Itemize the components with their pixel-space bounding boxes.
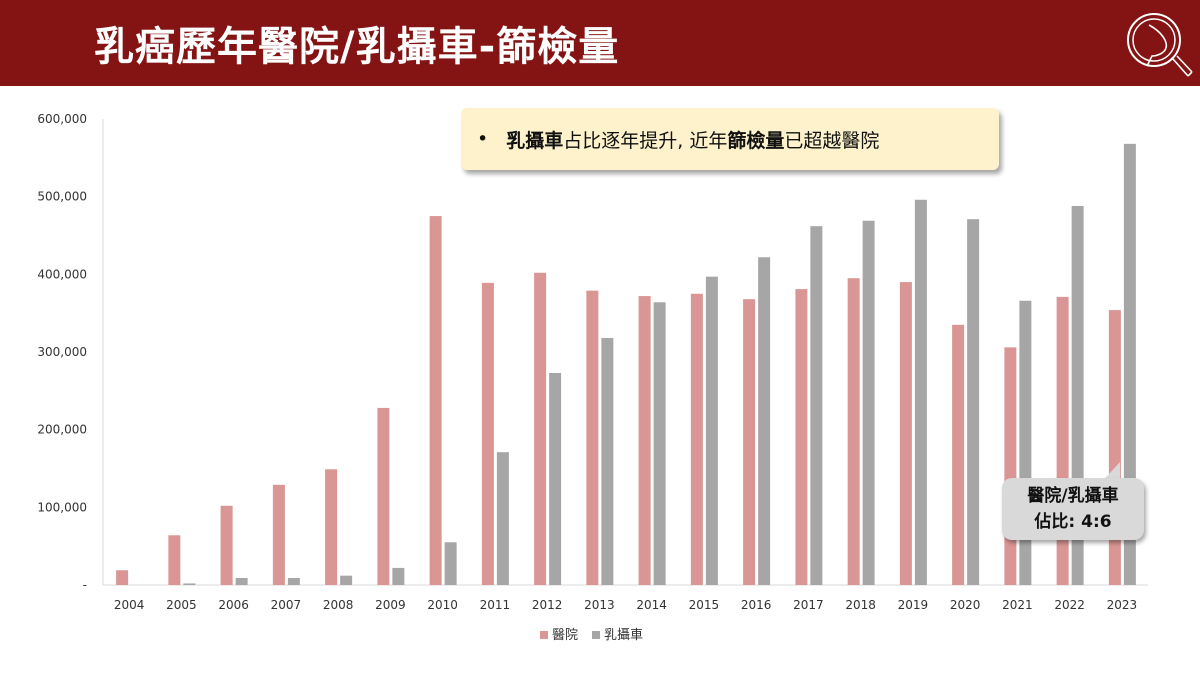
callout-line1: 醫院/乳攝車 — [1027, 486, 1119, 506]
header-bar: 乳癌歷年醫院/乳攝車-篩檢量 — [0, 0, 1200, 86]
x-tick-label: 2017 — [793, 598, 824, 612]
bar-car — [914, 199, 927, 586]
bar-hospital — [481, 282, 494, 585]
bar-car — [183, 583, 196, 585]
bar-hospital — [168, 535, 181, 585]
chart-legend: 醫院 乳攝車 — [540, 624, 643, 643]
bar-car — [810, 226, 823, 585]
bar-car — [601, 338, 614, 585]
x-tick-label: 2014 — [636, 598, 667, 612]
bar-hospital — [377, 407, 390, 585]
breast-magnifier-logo-icon — [1127, 13, 1193, 77]
x-tick-label: 2006 — [218, 598, 249, 612]
y-tick-label: - — [83, 578, 87, 592]
x-tick-label: 2010 — [427, 598, 458, 612]
ratio-callout: 醫院/乳攝車 佔比: 4:6 — [1002, 478, 1144, 540]
bar-hospital — [429, 216, 442, 586]
bar-hospital — [1108, 310, 1121, 585]
note-segment: 已超越醫院 — [784, 129, 880, 152]
page-title: 乳癌歷年醫院/乳攝車-篩檢量 — [94, 24, 620, 70]
note-segment: 篩檢量 — [727, 129, 785, 152]
bar-hospital — [690, 293, 703, 585]
bar-hospital — [1056, 296, 1069, 585]
bar-hospital — [116, 570, 129, 585]
bar-hospital — [325, 469, 338, 585]
bar-hospital — [534, 272, 547, 585]
bar-car — [1019, 300, 1032, 585]
y-tick-label: 500,000 — [37, 190, 87, 204]
x-tick-label: 2015 — [689, 598, 720, 612]
y-tick-label: 100,000 — [37, 500, 87, 514]
x-tick-label: 2012 — [532, 598, 563, 612]
y-tick-label: 400,000 — [37, 267, 87, 281]
bar-car — [287, 578, 300, 585]
bar-car — [496, 452, 509, 585]
bar-car — [653, 302, 666, 585]
x-tick-label: 2023 — [1107, 598, 1138, 612]
x-tick-label: 2016 — [741, 598, 772, 612]
bullet: • — [477, 128, 489, 150]
legend-car: 乳攝車 — [592, 624, 643, 643]
bar-car — [1123, 143, 1136, 585]
x-tick-label: 2008 — [323, 598, 354, 612]
bar-hospital — [586, 290, 599, 585]
y-tick-label: 200,000 — [37, 423, 87, 437]
bar-car — [967, 219, 980, 585]
bar-hospital — [220, 505, 233, 585]
bar-car — [549, 372, 562, 585]
bar-hospital — [1004, 347, 1017, 585]
bar-car — [235, 578, 248, 585]
x-tick-label: 2009 — [375, 598, 406, 612]
bar-hospital — [795, 289, 808, 585]
note-text: 乳攝車占比逐年提升, 近年篩檢量已超越醫院 — [506, 126, 879, 153]
y-tick-label: 600,000 — [37, 112, 87, 126]
y-tick-label: 300,000 — [37, 345, 87, 359]
x-tick-label: 2022 — [1054, 598, 1085, 612]
summary-note: • 乳攝車占比逐年提升, 近年篩檢量已超越醫院 — [461, 108, 999, 170]
bar-chart: - 100,000 200,000 300,000 400,000 500,000 600,… — [37, 112, 1148, 612]
x-tick-label: 2004 — [114, 598, 145, 612]
bar-hospital — [743, 299, 756, 585]
bar-hospital — [272, 484, 285, 585]
x-tick-label: 2020 — [950, 598, 981, 612]
callout-line2: 佔比: 4:6 — [1034, 512, 1112, 532]
x-tick-label: 2013 — [584, 598, 615, 612]
x-tick-label: 2005 — [166, 598, 197, 612]
bar-car — [705, 276, 718, 585]
bar-car — [758, 257, 771, 585]
x-tick-label: 2018 — [845, 598, 876, 612]
x-tick-label: 2011 — [480, 598, 511, 612]
note-segment: 占比逐年提升, 近年 — [563, 129, 728, 152]
bar-car — [444, 542, 457, 585]
x-tick-label: 2019 — [898, 598, 929, 612]
note-segment: 乳攝車 — [506, 129, 564, 152]
bar-car — [862, 220, 875, 585]
x-tick-label: 2021 — [1002, 598, 1033, 612]
bar-car — [392, 567, 405, 585]
bar-hospital — [638, 296, 651, 585]
bar-hospital — [847, 278, 860, 585]
x-tick-label: 2007 — [271, 598, 302, 612]
bar-car — [340, 575, 353, 585]
legend-hospital: 醫院 — [540, 624, 578, 643]
bar-hospital — [899, 282, 912, 585]
bar-hospital — [952, 324, 965, 585]
